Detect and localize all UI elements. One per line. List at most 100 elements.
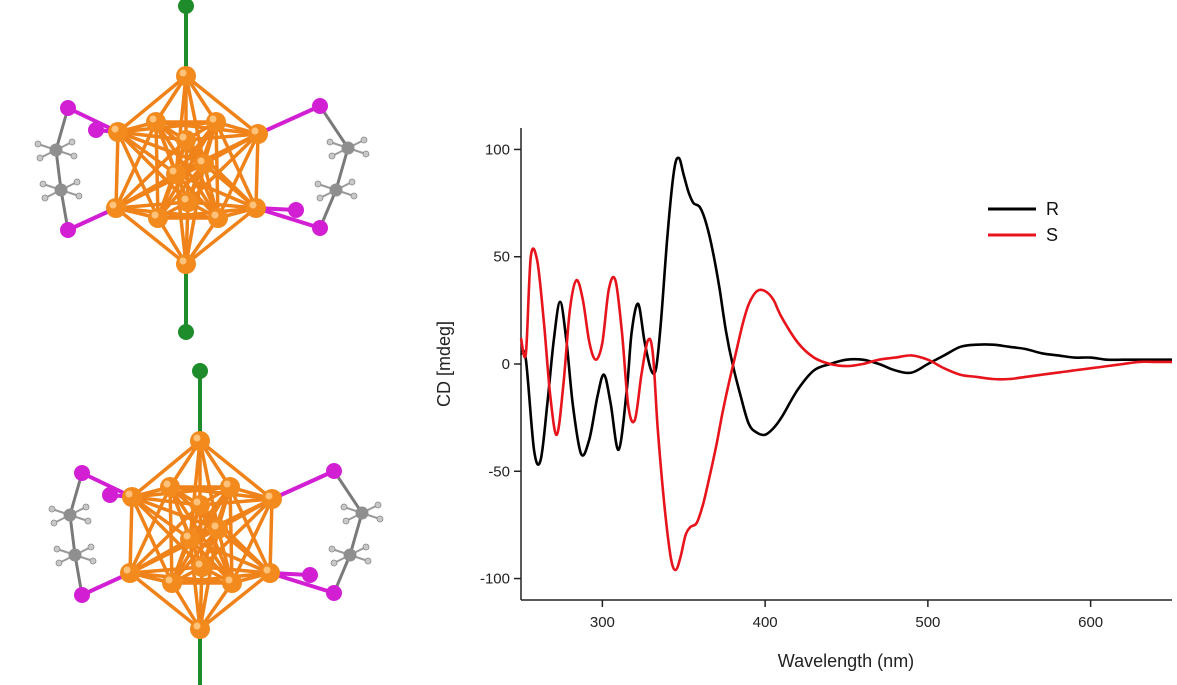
hydrogen-atom — [41, 194, 49, 202]
hydrogen-atom — [314, 180, 322, 188]
y-tick-label: 50 — [493, 249, 510, 266]
y-axis-title: CD [mdeg] — [434, 321, 454, 407]
boron-highlight — [209, 115, 217, 123]
boron-highlight — [123, 566, 131, 574]
hydrogen-atom — [48, 505, 56, 513]
boron-highlight — [223, 480, 231, 488]
cage-bond — [198, 571, 272, 631]
iodine-atom — [60, 100, 76, 116]
cage-bond — [254, 133, 260, 209]
hydrogen-atom — [73, 178, 81, 186]
boron-highlight — [151, 211, 159, 219]
cage-bond — [114, 131, 120, 209]
cage-bond — [130, 495, 192, 541]
cage-bond — [129, 565, 203, 575]
iodine-atom — [326, 463, 342, 479]
boron-highlight — [169, 167, 177, 175]
boron-highlight — [251, 127, 259, 135]
cage-bond — [130, 439, 202, 499]
iodine-bond — [269, 571, 335, 595]
hydrogen-atom — [84, 517, 92, 525]
y-tick-label: 0 — [502, 356, 510, 373]
cage-bond — [115, 200, 189, 210]
hydrogen-atom — [342, 517, 350, 525]
carbon-atom — [49, 143, 63, 157]
hydrogen-atom — [75, 192, 83, 200]
y-tick-label: 100 — [485, 141, 510, 158]
series-line-r — [519, 156, 1172, 467]
carbon-bond — [348, 512, 364, 556]
cage-bond — [114, 138, 188, 210]
carbon-bond — [68, 514, 77, 556]
chart-legend: RS — [988, 199, 1059, 245]
carbon-atom — [68, 548, 82, 562]
hydrogen-atom — [350, 192, 358, 200]
boron-highlight — [211, 211, 219, 219]
y-axis-ticks: 100 50 0 -50 -100 — [480, 141, 521, 588]
hydrogen-atom — [362, 150, 370, 158]
iodine-atom — [312, 220, 328, 236]
iodine-atom — [302, 567, 318, 583]
hydrogen-atom — [376, 515, 384, 523]
hydrogen-atom — [89, 557, 97, 565]
boron-highlight — [165, 576, 173, 584]
iodine-atom — [102, 487, 118, 503]
cage-bond — [200, 497, 274, 569]
cage-bond — [198, 439, 274, 501]
iodine-atom — [88, 122, 104, 138]
iodine-atom — [312, 98, 328, 114]
hydrogen-atom — [330, 559, 338, 567]
carbon-atom — [341, 141, 355, 155]
cage-bond — [184, 206, 258, 266]
chlorine-atom — [178, 324, 194, 340]
hydrogen-atom — [364, 557, 372, 565]
x-tick-label: 400 — [753, 614, 778, 631]
boron-highlight — [179, 69, 187, 77]
cage-bond — [114, 206, 188, 266]
boron-highlight — [193, 434, 201, 442]
boron-highlight — [193, 498, 201, 506]
iodine-bond — [271, 469, 335, 501]
cage-bond — [170, 527, 220, 585]
molecule-top — [34, 0, 370, 340]
cage-bond — [175, 172, 257, 210]
cage-bond — [189, 537, 271, 575]
boron-highlight — [183, 532, 191, 540]
cage-bond — [268, 498, 274, 574]
iodine-bond — [257, 104, 321, 136]
hydrogen-atom — [316, 194, 324, 202]
cage-bond — [186, 132, 260, 204]
boron-highlight — [163, 480, 171, 488]
cage-bond — [203, 132, 259, 166]
boron-highlight — [181, 195, 189, 203]
cage-bond — [128, 571, 202, 631]
carbon-atom — [343, 548, 357, 562]
cage-bond — [156, 162, 206, 220]
x-axis-ticks: 300 400 500 600 — [590, 600, 1103, 631]
molecule-bottom — [48, 363, 384, 685]
hydrogen-atom — [36, 154, 44, 162]
carbon-atom — [355, 506, 369, 520]
boron-highlight — [179, 257, 187, 265]
boron-highlight — [211, 522, 219, 530]
carbon-bond — [54, 149, 63, 191]
cage-bond — [216, 527, 272, 575]
hydrogen-atom — [348, 178, 356, 186]
boron-highlight — [109, 201, 117, 209]
chlorine-atom — [192, 363, 208, 379]
boron-highlight — [265, 492, 273, 500]
cage-bond — [129, 527, 219, 575]
carbon-bond — [334, 147, 350, 191]
boron-highlight — [125, 490, 133, 498]
cage-bond — [114, 121, 158, 209]
cage-bond — [128, 496, 134, 574]
series-line-s — [519, 247, 1172, 572]
boron-highlight — [225, 576, 233, 584]
hydrogen-atom — [340, 503, 348, 511]
iodine-atom — [74, 587, 90, 603]
cage-bond — [202, 162, 258, 210]
boron-highlight — [263, 566, 271, 574]
hydrogen-atom — [326, 138, 334, 146]
y-tick-label: -50 — [488, 463, 510, 480]
